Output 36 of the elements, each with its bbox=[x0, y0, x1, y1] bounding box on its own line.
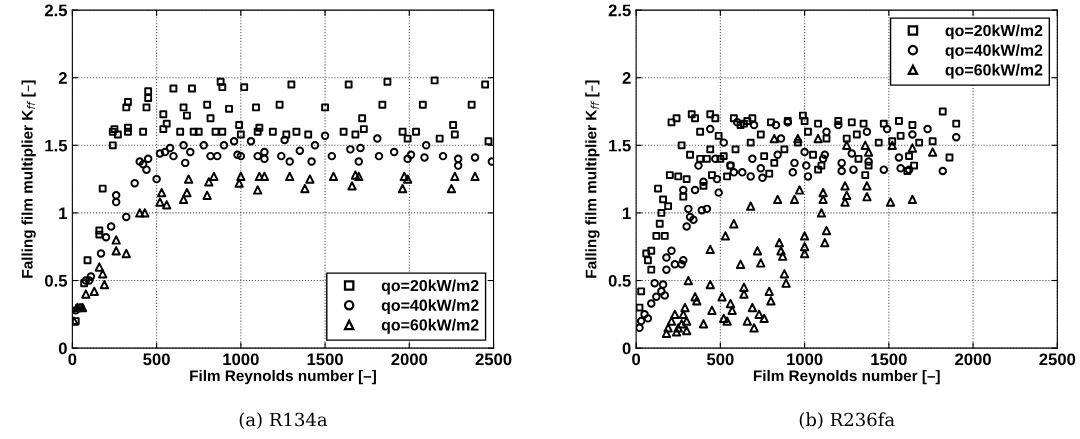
y-axis-title: Falling film multiplier K$_{ff}$ [–] bbox=[21, 80, 36, 278]
text: (b) R236fa bbox=[799, 412, 895, 429]
y-axis-title: Falling film multiplier K$_{ff}$ [–] bbox=[585, 80, 600, 278]
legend-label: qo=20kW/m2 bbox=[381, 279, 479, 295]
x-tick-label: 500 bbox=[143, 353, 170, 366]
y-tick-label: 1 bbox=[59, 207, 68, 219]
y-tick-label: 1.5 bbox=[45, 139, 68, 152]
y-tick-label: 2.5 bbox=[44, 4, 68, 17]
x-tick-label: 2500 bbox=[475, 353, 512, 366]
y-tick-label: 0.5 bbox=[44, 274, 68, 287]
x-tick-label: 2000 bbox=[391, 353, 428, 366]
y-tick-label: 0.5 bbox=[608, 274, 631, 287]
y-tick-label: 0 bbox=[58, 342, 67, 355]
y-tick-label: 1.5 bbox=[609, 139, 631, 152]
y-tick-label: 2 bbox=[58, 72, 67, 84]
y-tick-label: 1 bbox=[623, 207, 631, 219]
x-tick-label: 1500 bbox=[871, 353, 907, 366]
legend-label: qo=40kW/m2 bbox=[945, 44, 1043, 60]
y-tick-label: 2 bbox=[622, 72, 631, 84]
x-tick-label: 2500 bbox=[1039, 353, 1076, 366]
legend-label: qo=20kW/m2 bbox=[945, 24, 1043, 40]
x-tick-label: 500 bbox=[706, 353, 734, 366]
legend-label: qo=40kW/m2 bbox=[381, 299, 479, 315]
y-tick-label: 0 bbox=[622, 342, 631, 355]
x-axis-title: Film Reynolds number [–] bbox=[753, 369, 940, 385]
x-tick-label: 1000 bbox=[787, 353, 823, 366]
x-axis-title: Film Reynolds number [–] bbox=[190, 369, 376, 385]
legend-label: qo=60kW/m2 bbox=[381, 318, 479, 334]
x-tick-label: 2000 bbox=[955, 353, 991, 366]
x-tick-label: 0 bbox=[632, 353, 641, 366]
x-tick-label: 1000 bbox=[223, 353, 259, 366]
x-tick-label: 0 bbox=[68, 353, 77, 366]
y-tick-label: 2.5 bbox=[608, 4, 631, 17]
x-tick-label: 1500 bbox=[307, 353, 343, 366]
legend-label: qo=60kW/m2 bbox=[945, 63, 1043, 79]
text: (a) R134a bbox=[239, 412, 328, 429]
